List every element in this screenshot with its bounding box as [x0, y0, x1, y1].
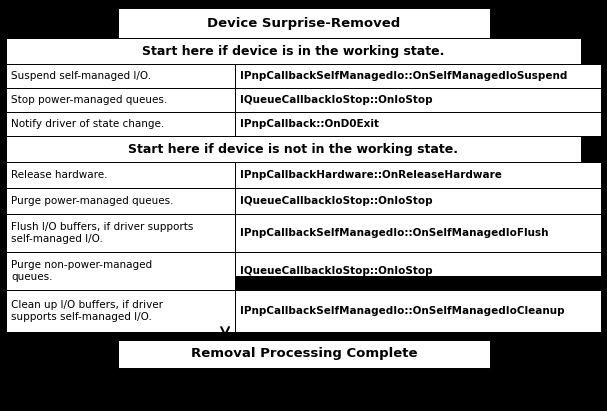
- Text: IPnpCallbackSelfManagedIo::OnSelfManagedIoCleanup: IPnpCallbackSelfManagedIo::OnSelfManaged…: [240, 306, 565, 316]
- Bar: [6, 214, 235, 252]
- Text: Flush I/O buffers, if driver supports
self-managed I/O.: Flush I/O buffers, if driver supports se…: [11, 222, 194, 244]
- Text: Release hardware.: Release hardware.: [11, 170, 107, 180]
- Text: IPnpCallbackSelfManagedIo::OnSelfManagedIoSuspend: IPnpCallbackSelfManagedIo::OnSelfManaged…: [240, 71, 568, 81]
- Text: Purge non-power-managed
queues.: Purge non-power-managed queues.: [11, 260, 152, 282]
- Bar: [235, 88, 601, 112]
- Bar: [6, 136, 581, 162]
- Bar: [581, 136, 601, 162]
- Bar: [235, 290, 601, 332]
- Bar: [235, 112, 601, 136]
- Bar: [118, 8, 490, 38]
- Bar: [235, 162, 601, 188]
- Text: Start here if device is not in the working state.: Start here if device is not in the worki…: [129, 143, 458, 155]
- Text: Notify driver of state change.: Notify driver of state change.: [11, 119, 164, 129]
- Bar: [118, 340, 490, 368]
- Text: Purge power-managed queues.: Purge power-managed queues.: [11, 196, 174, 206]
- Bar: [6, 252, 235, 290]
- Bar: [581, 38, 601, 64]
- Bar: [6, 112, 235, 136]
- Bar: [235, 64, 601, 88]
- Text: Suspend self-managed I/O.: Suspend self-managed I/O.: [11, 71, 151, 81]
- Text: IPnpCallbackSelfManagedIo::OnSelfManagedIoFlush: IPnpCallbackSelfManagedIo::OnSelfManaged…: [240, 228, 549, 238]
- Bar: [6, 188, 235, 214]
- Text: IPnpCallback::OnD0Exit: IPnpCallback::OnD0Exit: [240, 119, 379, 129]
- Text: Removal Processing Complete: Removal Processing Complete: [191, 347, 417, 360]
- Text: IQueueCallbackIoStop::OnIoStop: IQueueCallbackIoStop::OnIoStop: [240, 95, 433, 105]
- Bar: [235, 214, 601, 252]
- Bar: [6, 64, 235, 88]
- Text: Stop power-managed queues.: Stop power-managed queues.: [11, 95, 168, 105]
- Bar: [6, 88, 235, 112]
- Bar: [6, 290, 235, 332]
- Bar: [235, 188, 601, 214]
- Bar: [235, 276, 601, 290]
- Text: IQueueCallbackIoStop::OnIoStop: IQueueCallbackIoStop::OnIoStop: [240, 266, 433, 276]
- Text: Start here if device is in the working state.: Start here if device is in the working s…: [142, 44, 445, 58]
- Text: IPnpCallbackHardware::OnReleaseHardware: IPnpCallbackHardware::OnReleaseHardware: [240, 170, 502, 180]
- Bar: [6, 162, 235, 188]
- Text: Clean up I/O buffers, if driver
supports self-managed I/O.: Clean up I/O buffers, if driver supports…: [11, 300, 163, 322]
- Text: Device Surprise-Removed: Device Surprise-Removed: [208, 16, 401, 30]
- Text: IQueueCallbackIoStop::OnIoStop: IQueueCallbackIoStop::OnIoStop: [240, 196, 433, 206]
- Bar: [6, 38, 581, 64]
- Bar: [235, 252, 601, 290]
